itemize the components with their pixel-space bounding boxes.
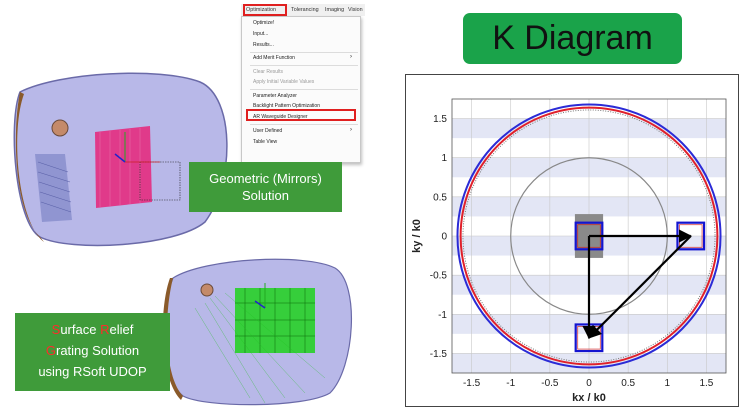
- k-vector-arrow-1: [588, 235, 692, 339]
- menu-item-add-merit-function[interactable]: Add Merit Function: [253, 55, 295, 61]
- menu-item-optimize[interactable]: Optimize!: [253, 20, 275, 26]
- srg-letter-s: S: [51, 322, 61, 337]
- ar-waveguide-highlight: [246, 109, 356, 121]
- geometric-lens-render: [13, 72, 228, 247]
- circle-dotted: [462, 109, 716, 363]
- srg-text-rating: rating Solution: [56, 343, 140, 358]
- x-tick-label: -1: [506, 378, 515, 389]
- chevron-right-icon: ›: [350, 127, 352, 133]
- x-tick-label: 0.5: [621, 378, 635, 389]
- menu-item-input[interactable]: Input...: [253, 31, 269, 37]
- menu-item-user-defined[interactable]: User Defined: [253, 128, 283, 134]
- srg-label-line3: using RSoft UDOP: [38, 364, 147, 379]
- circle-outer-blue: [456, 103, 722, 369]
- plot-frame: [451, 98, 727, 374]
- optimization-highlight: [243, 4, 287, 16]
- k-diagram-panel: -1.5 -1 -0.5 0 0.5 1 1.5 1.5 1 0.5 0 -0.5 -1 -1.5 kx /…: [405, 74, 739, 407]
- y-tick-label: 1: [441, 153, 447, 164]
- menu-item-parameter-analyzer[interactable]: Parameter Analyzer: [253, 93, 297, 99]
- srg-text-elief: elief: [109, 322, 134, 337]
- menu-separator: [250, 124, 358, 125]
- k-diagram-title: K Diagram: [463, 13, 682, 64]
- menu-optimization[interactable]: Optimization: [246, 7, 276, 13]
- x-tick-label: 1: [665, 378, 671, 389]
- menu-separator: [250, 52, 358, 53]
- menu-item-ar-waveguide-designer[interactable]: AR Waveguide Designer: [253, 114, 308, 120]
- menu-item-results[interactable]: Results...: [253, 42, 274, 48]
- x-tick-label: -1.5: [463, 378, 481, 389]
- geometric-label-line1: Geometric (Mirrors): [209, 171, 322, 186]
- geometric-label-line2: Solution: [242, 188, 289, 203]
- menu-item-apply-initial: Apply Initial Variable Values: [253, 79, 315, 85]
- menu-vision[interactable]: Vision: [348, 7, 363, 13]
- srg-lens-render: [162, 258, 353, 406]
- srg-text-urface: urface: [60, 322, 101, 337]
- y-tick-label: 1.5: [433, 114, 447, 125]
- menu-bar: Optimization Tolerancing Imaging Vision: [241, 4, 365, 16]
- menu-separator: [250, 65, 358, 66]
- y-tick-label: -1.5: [430, 349, 448, 360]
- menu-imaging[interactable]: Imaging: [325, 7, 345, 13]
- x-tick-label: -0.5: [541, 378, 559, 389]
- y-tick-label: 0.5: [433, 192, 447, 203]
- chevron-right-icon: ›: [350, 54, 352, 60]
- y-tick-label: 0: [441, 232, 447, 243]
- y-axis-label: ky / k0: [411, 219, 423, 253]
- srg-solution-label: Surface Relief Grating Solution using RS…: [15, 313, 170, 391]
- srg-label-line2: Grating Solution: [15, 340, 170, 361]
- x-axis-label: kx / k0: [572, 392, 606, 404]
- srg-label-line1: Surface Relief: [15, 319, 170, 340]
- menu-tolerancing[interactable]: Tolerancing: [291, 7, 319, 13]
- srg-letter-r: R: [100, 322, 110, 337]
- geometric-solution-label: Geometric (Mirrors) Solution: [189, 162, 342, 212]
- x-tick-label: 1.5: [699, 378, 713, 389]
- menu-item-backlight-pattern[interactable]: Backlight Pattern Optimization: [253, 103, 320, 109]
- circle-outer-red: [459, 106, 719, 366]
- menu-item-clear-results: Clear Results: [253, 69, 284, 75]
- y-tick-label: -1: [438, 310, 447, 321]
- menu-item-table-view[interactable]: Table View: [253, 139, 278, 145]
- srg-letter-g: G: [45, 343, 56, 358]
- optimization-dropdown: Optimize! Input... Results... Add Merit …: [241, 16, 361, 163]
- y-tick-label: -0.5: [430, 271, 448, 282]
- x-tick-label: 0: [586, 378, 592, 389]
- menu-separator: [250, 89, 358, 90]
- k-diagram-chart: -1.5 -1 -0.5 0 0.5 1 1.5 1.5 1 0.5 0 -0.5 -1 -1.5 kx /…: [411, 98, 727, 404]
